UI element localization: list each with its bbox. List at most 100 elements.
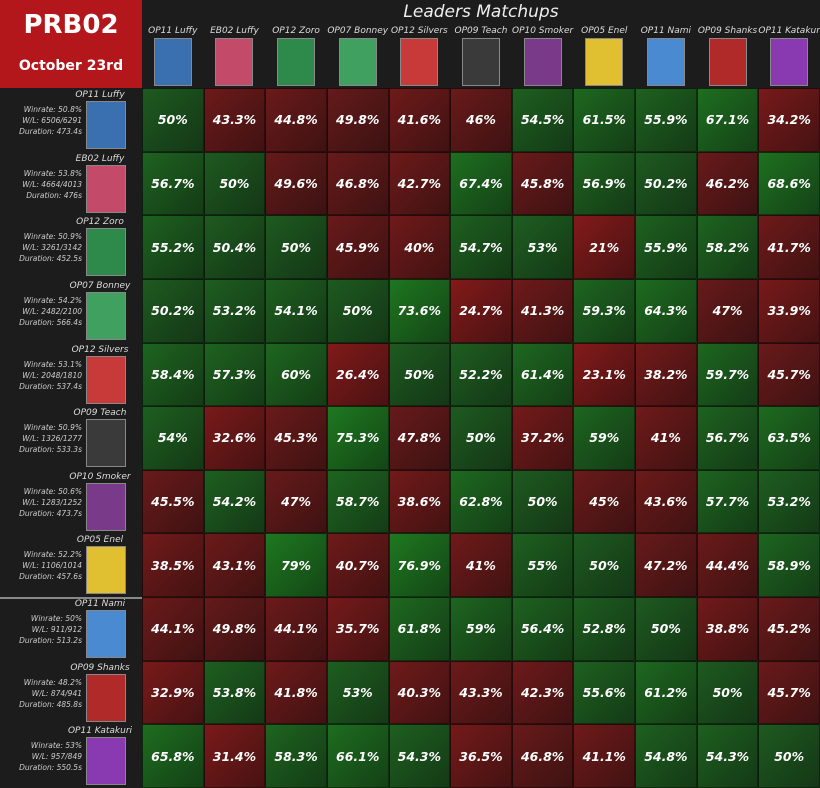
matchup-cell: 41% (635, 406, 697, 470)
matchup-cell: 50% (511, 469, 574, 534)
matchup-cell: 50% (388, 342, 451, 407)
matchup-cell: 41% (450, 533, 512, 598)
column-card (708, 38, 747, 86)
row-label: OP05 Enel (76, 535, 124, 546)
column-label: OP11 Nami (640, 26, 692, 36)
matchup-cell: 50% (758, 724, 820, 788)
column-label: OP11 Luffy (148, 26, 198, 36)
matchup-cell: 50.2% (635, 151, 697, 216)
matchup-cell: 41.3% (511, 278, 574, 343)
matchup-cell: 53% (326, 660, 389, 725)
row-stat: Duration: 476s (26, 190, 82, 200)
matchup-cell: 73.6% (388, 278, 451, 343)
column-card (153, 38, 192, 86)
row-label: OP10 Smoker (69, 471, 131, 482)
matchup-cell: 67.4% (450, 151, 512, 216)
matchup-cell: 50% (635, 597, 697, 661)
matchup-cell: 45.8% (511, 151, 574, 216)
logo-box (0, 0, 142, 88)
matchup-cell: 56.7% (696, 406, 759, 470)
matchup-cell: 38.8% (696, 597, 759, 661)
row-stat: Winrate: 53.1% (23, 359, 82, 369)
row-stat: W/L: 6506/6291 (22, 116, 82, 125)
matchup-cell: 53.8% (203, 660, 266, 725)
matchup-cell: 43.3% (203, 88, 266, 152)
matchup-cell: 54.7% (450, 215, 512, 279)
matchup-cell: 36.5% (450, 724, 512, 788)
matchup-cell: 38.5% (142, 533, 204, 598)
matchup-cell: 54.8% (635, 724, 697, 788)
matchup-cell: 43.1% (203, 533, 266, 598)
row-label: OP09 Teach (73, 408, 127, 419)
matchup-cell: 50% (265, 215, 327, 279)
column-label: EB02 Luffy (210, 26, 259, 36)
matchup-cell: 44.4% (696, 533, 759, 598)
matchup-cell: 44.1% (265, 597, 327, 661)
matchup-cell: 56.4% (511, 597, 574, 661)
matchup-cell: 45.5% (142, 469, 204, 534)
matchup-cell: 46.8% (326, 151, 389, 216)
row-stat: W/L: 911/912 (31, 625, 82, 635)
column-card (277, 38, 316, 86)
row-stat: Winrate: 53.8% (23, 168, 82, 178)
matchup-cell: 68.6% (758, 151, 820, 216)
row-stat: Duration: 513.2s (19, 636, 82, 646)
matchup-cell: 47% (265, 469, 327, 534)
column-label: OP12 Zoro (272, 26, 320, 36)
matchup-cell: 38.6% (388, 469, 451, 534)
matchup-cell: 50% (142, 88, 204, 152)
matchup-cell: 50.2% (142, 278, 204, 343)
matchup-cell: 45.2% (758, 597, 820, 661)
matchup-cell: 44.8% (265, 88, 327, 152)
matchup-cell: 43.3% (450, 660, 512, 725)
matchup-cell: 40.3% (388, 660, 451, 725)
matchup-cell: 50% (203, 151, 266, 216)
matchup-cell: 55% (511, 533, 574, 598)
matchup-cell: 54.2% (203, 469, 266, 534)
row-label: OP11 Katakuri (67, 726, 133, 737)
matchup-cell: 49.8% (203, 597, 266, 661)
column-card (646, 38, 685, 86)
row-card (86, 546, 126, 595)
row-label: OP11 Nami (74, 599, 126, 610)
matchup-cell: 53.2% (203, 278, 266, 343)
matchup-cell: 45.9% (326, 215, 389, 279)
matchup-cell: 64.3% (635, 278, 697, 343)
row-card (86, 482, 126, 531)
row-stat: W/L: 2048/1810 (22, 370, 82, 380)
matchup-cell: 41.8% (265, 660, 327, 725)
heading: Leaders Matchups (403, 2, 559, 22)
column-card (215, 38, 254, 86)
matchup-cell: 21% (573, 215, 636, 279)
row-card (86, 164, 126, 213)
matchup-cell: 41.1% (573, 724, 636, 788)
row-stat: Duration: 537.4s (19, 381, 82, 391)
row-stat: Winrate: 50% (30, 614, 82, 624)
column-label: OP05 Enel (581, 26, 628, 36)
matchup-cell: 66.1% (326, 724, 389, 788)
row-stat: Duration: 566.4s (19, 317, 82, 327)
matchup-cell: 56.9% (573, 151, 636, 216)
matchup-cell: 76.9% (388, 533, 451, 598)
matchup-cell: 58.7% (326, 469, 389, 534)
matchup-cell: 59.7% (696, 342, 759, 407)
row-card (86, 737, 126, 786)
row-stat: Winrate: 54.2% (23, 295, 82, 305)
matchup-cell: 61.5% (573, 88, 636, 152)
matchup-cell: 67.1% (696, 88, 759, 152)
row-stat: Winrate: 48.2% (23, 677, 82, 687)
matchup-cell: 45.7% (758, 660, 820, 725)
row-stat: W/L: 1106/1014 (22, 561, 82, 571)
matchup-cell: 46% (450, 88, 512, 152)
row-stat: Duration: 550.5s (19, 763, 82, 773)
column-card (523, 38, 562, 86)
matchup-cell: 54.3% (696, 724, 759, 788)
row-card (86, 610, 126, 659)
column-card (400, 38, 439, 86)
row-label: OP12 Zoro (76, 217, 124, 228)
matchup-cell: 45.3% (265, 406, 327, 470)
row-stat: W/L: 874/941 (31, 688, 82, 698)
matchup-cell: 42.7% (388, 151, 451, 216)
matchup-cell: 56.7% (142, 151, 204, 216)
matchup-cell: 61.8% (388, 597, 451, 661)
